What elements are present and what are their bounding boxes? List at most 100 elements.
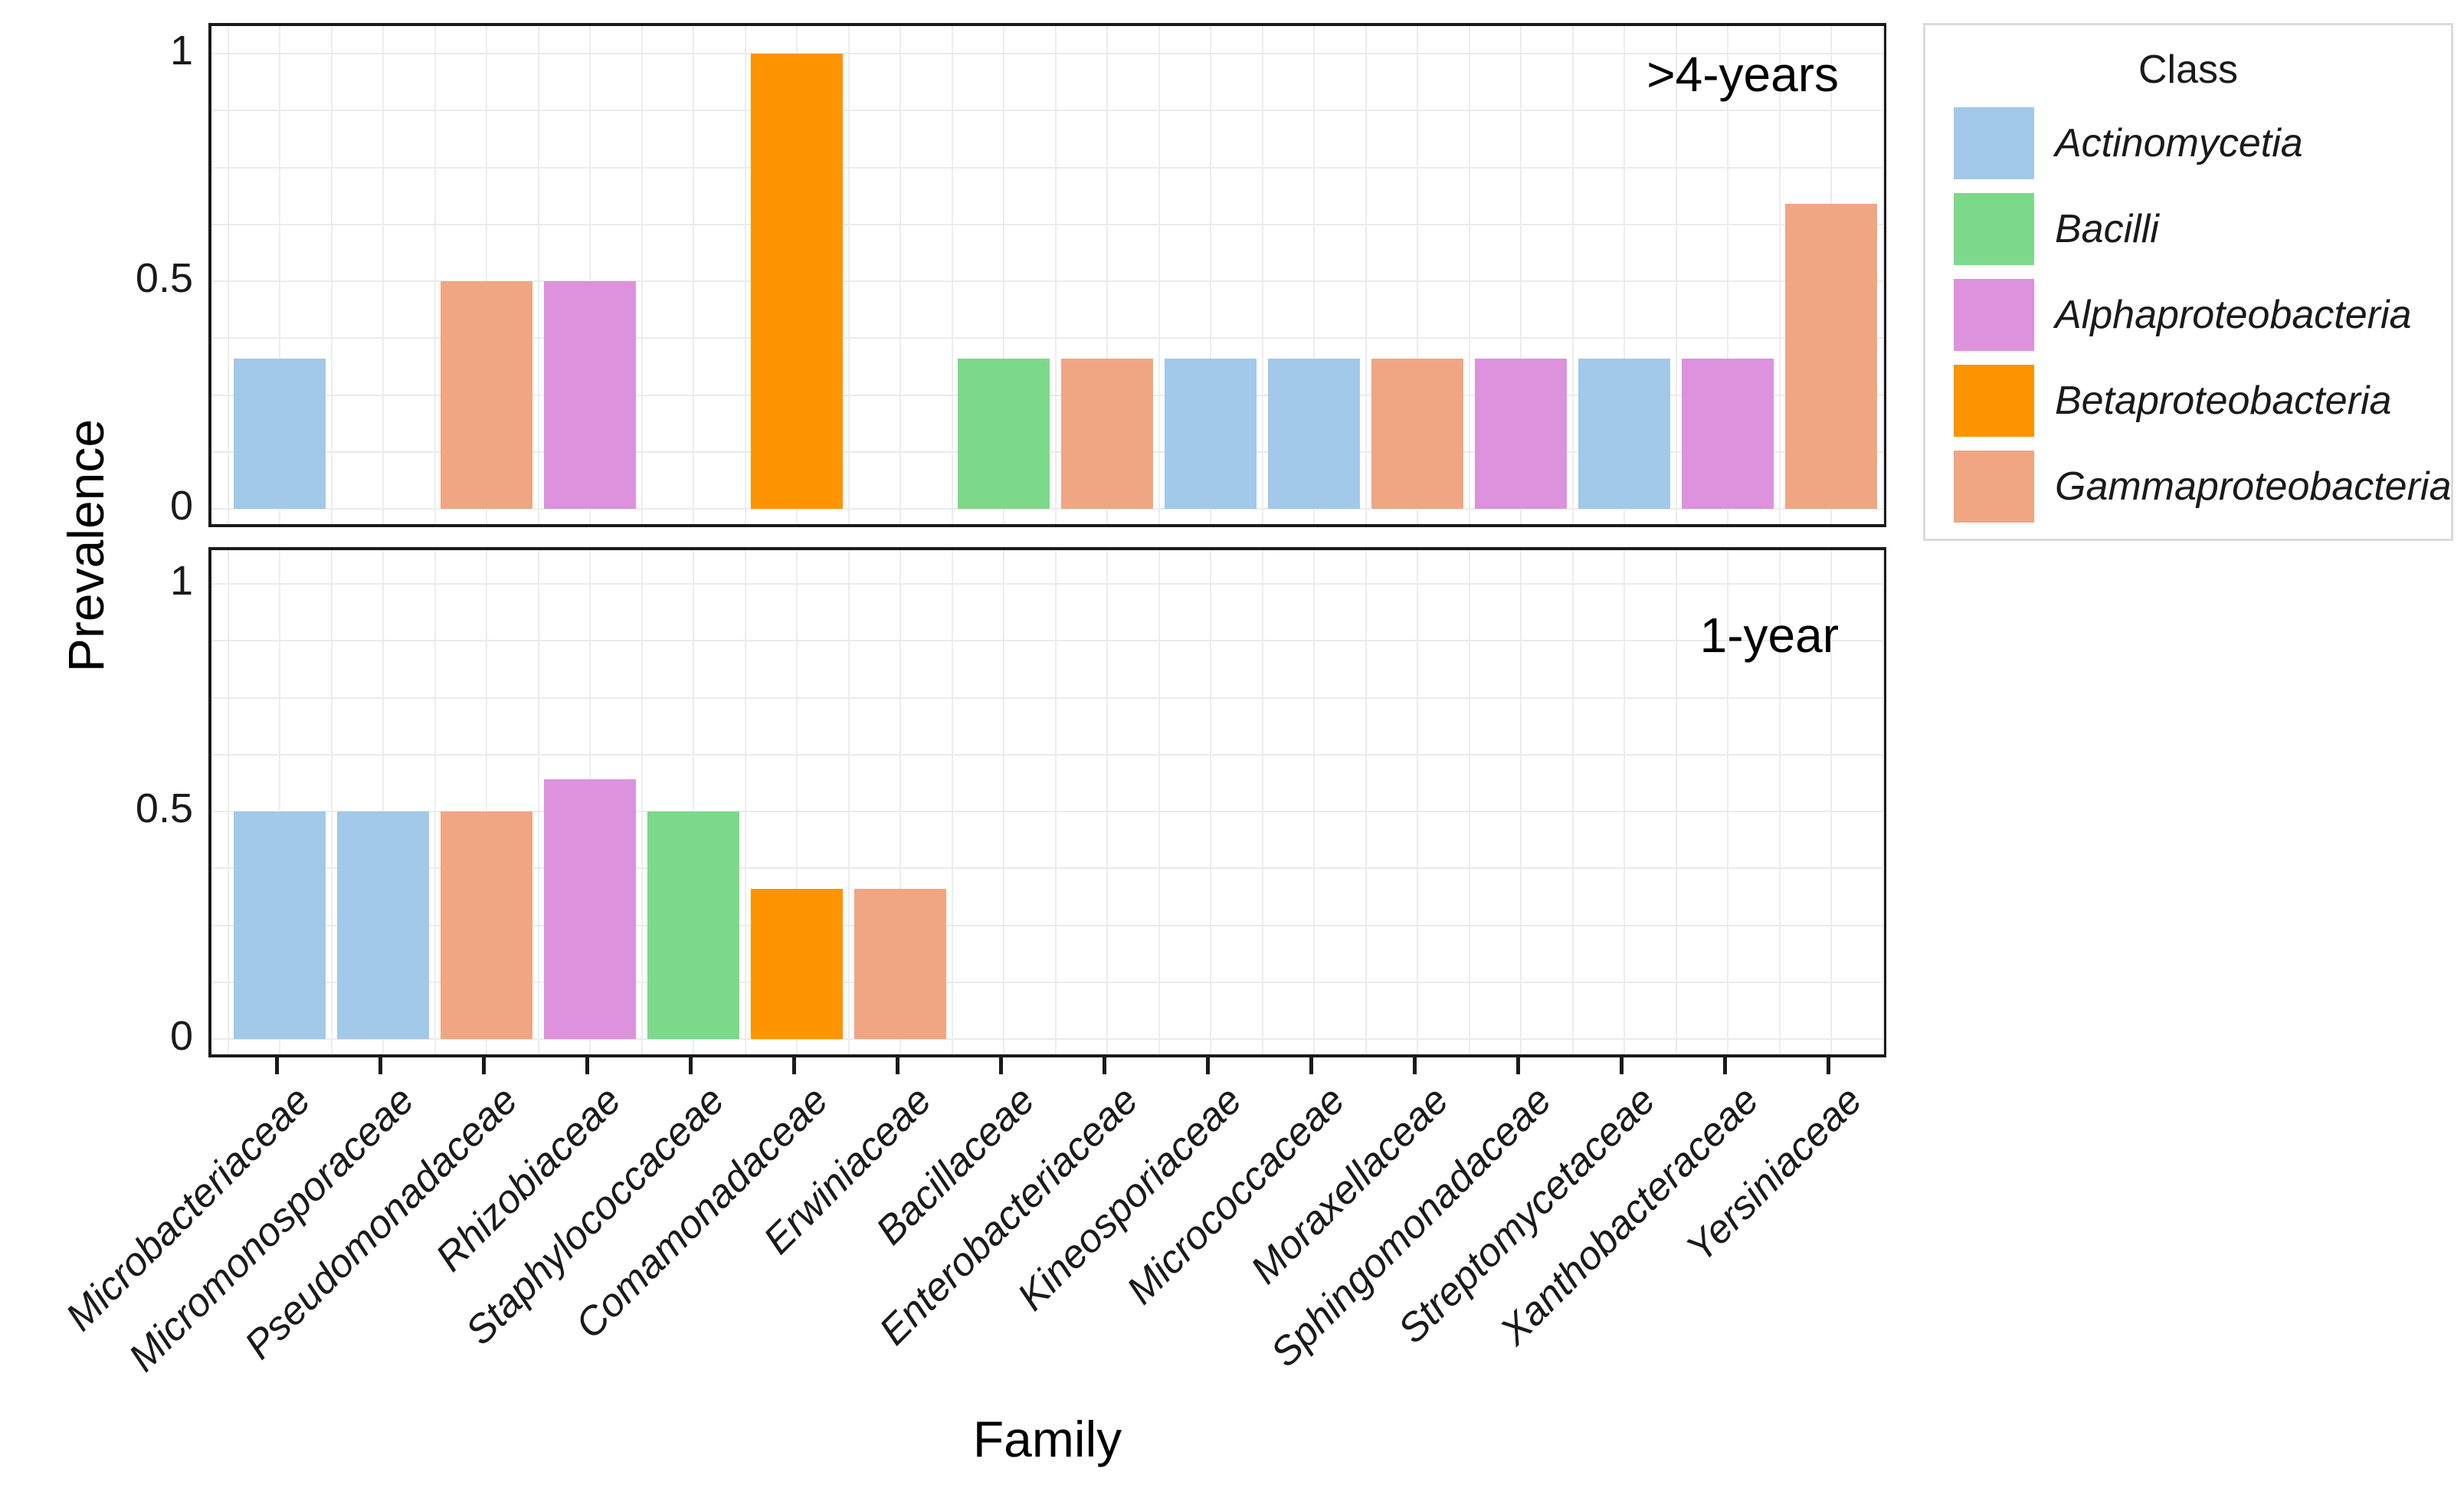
gridline-vertical <box>1261 550 1263 1054</box>
y-tick-label-1: 1 <box>169 28 193 74</box>
legend-swatch-Bacilli <box>1954 193 2034 265</box>
legend-swatch-Actinomycetia <box>1954 107 2034 179</box>
bar-Erwiniaceae <box>854 888 946 1039</box>
gridline-horizontal <box>211 508 1883 510</box>
gridline-vertical <box>744 550 746 1054</box>
facet-panel-over-4-years: >4-years <box>208 23 1886 527</box>
legend-label-Betaproteobacteria: Betaproteobacteria <box>2055 379 2392 423</box>
x-tick-mark <box>999 1057 1003 1074</box>
legend-swatch-Gammaproteobacteria <box>1954 451 2034 523</box>
gridline-vertical <box>1210 550 1211 1054</box>
gridline-vertical <box>1468 26 1470 524</box>
gridline-vertical <box>847 26 850 524</box>
bar-Pseudomonadaceae <box>441 281 532 509</box>
gridline-vertical <box>1210 26 1211 524</box>
gridline-vertical <box>641 550 643 1054</box>
facet-label: >4-years <box>1646 47 1839 102</box>
gridline-vertical <box>1417 550 1418 1054</box>
gridline-vertical <box>537 550 539 1054</box>
gridline-vertical <box>1106 26 1108 524</box>
gridline-horizontal <box>211 924 1883 926</box>
gridline-vertical <box>279 26 280 524</box>
legend-label-Alphaproteobacteria: Alphaproteobacteria <box>2055 293 2412 337</box>
y-tick-label-0.5: 0.5 <box>135 785 193 831</box>
gridline-vertical <box>1830 550 1832 1054</box>
gridline-vertical <box>1468 550 1470 1054</box>
gridline-vertical <box>641 26 643 524</box>
gridline-vertical <box>279 550 280 1054</box>
x-tick-mark <box>378 1057 382 1074</box>
gridline-vertical <box>1003 550 1004 1054</box>
gridline-horizontal <box>211 753 1883 756</box>
x-tick-mark <box>1620 1057 1624 1074</box>
gridline-vertical <box>1003 26 1004 524</box>
gridline-horizontal <box>211 583 1883 585</box>
gridline-vertical <box>1158 550 1160 1054</box>
bar-Rhizobiaceae <box>544 779 636 1039</box>
gridline-vertical <box>1261 26 1263 524</box>
gridline-vertical <box>1365 550 1367 1054</box>
x-tick-mark <box>1723 1057 1727 1074</box>
gridline-vertical <box>486 26 487 524</box>
gridline-vertical <box>434 550 436 1054</box>
x-tick-mark <box>1413 1057 1417 1074</box>
gridline-horizontal <box>211 867 1883 870</box>
bar-Xanthobacteraceae <box>1682 358 1774 509</box>
gridline-horizontal <box>211 1038 1883 1040</box>
gridline-vertical <box>330 26 333 524</box>
x-tick-mark <box>482 1057 486 1074</box>
bar-Rhizobiaceae <box>544 281 636 509</box>
gridline-vertical <box>847 550 850 1054</box>
gridline-vertical <box>1675 26 1677 524</box>
gridline-vertical <box>1520 550 1522 1054</box>
gridline-vertical <box>1571 26 1574 524</box>
bar-Sphingomonadaceae <box>1475 358 1567 509</box>
gridline-vertical <box>382 550 384 1054</box>
gridline-horizontal <box>211 110 1883 112</box>
bar-Kineosporiaceae <box>1165 358 1257 509</box>
gridline-vertical <box>693 26 694 524</box>
x-tick-mark <box>689 1057 693 1074</box>
bar-Bacillaceae <box>958 358 1050 509</box>
gridline-vertical <box>1778 26 1781 524</box>
x-tick-mark <box>1516 1057 1520 1074</box>
gridline-vertical <box>1675 550 1677 1054</box>
bar-Micromonosporaceae <box>337 811 429 1039</box>
gridline-vertical <box>899 26 901 524</box>
gridline-vertical <box>1054 550 1057 1054</box>
gridline-horizontal <box>211 337 1883 339</box>
bar-Yersiniaceae <box>1785 204 1877 509</box>
bar-Microbacteriaceae <box>234 811 326 1039</box>
gridline-vertical <box>1158 26 1160 524</box>
x-tick-mark <box>1827 1057 1830 1074</box>
gridline-vertical <box>227 550 229 1054</box>
gridline-horizontal <box>211 166 1883 169</box>
gridline-vertical <box>899 550 901 1054</box>
gridline-vertical <box>951 550 953 1054</box>
gridline-vertical <box>796 550 798 1054</box>
gridline-vertical <box>1417 26 1418 524</box>
legend-swatch-Betaproteobacteria <box>1954 365 2034 437</box>
y-axis-title: Prevalence <box>57 418 114 673</box>
gridline-vertical <box>330 550 333 1054</box>
gridline-vertical <box>1571 550 1574 1054</box>
legend: Class Actinomycetia Bacilli Alphaproteobac… <box>1923 23 2453 541</box>
legend-label-Gammaproteobacteria: Gammaproteobacteria <box>2055 464 2452 509</box>
gridline-vertical <box>1778 550 1781 1054</box>
x-tick-mark <box>275 1057 279 1074</box>
gridline-vertical <box>1624 550 1625 1054</box>
gridline-vertical <box>227 26 229 524</box>
gridline-vertical <box>589 26 591 524</box>
gridline-vertical <box>486 550 487 1054</box>
bar-Microbacteriaceae <box>234 358 326 509</box>
gridline-vertical <box>1624 26 1625 524</box>
y-tick-label-1: 1 <box>169 558 193 604</box>
gridline-horizontal <box>211 981 1883 983</box>
gridline-vertical <box>1313 26 1315 524</box>
gridline-vertical <box>1882 550 1884 1054</box>
gridline-vertical <box>537 26 539 524</box>
gridline-horizontal <box>211 811 1883 812</box>
gridline-horizontal <box>211 697 1883 699</box>
bar-Pseudomonadaceae <box>441 811 532 1039</box>
